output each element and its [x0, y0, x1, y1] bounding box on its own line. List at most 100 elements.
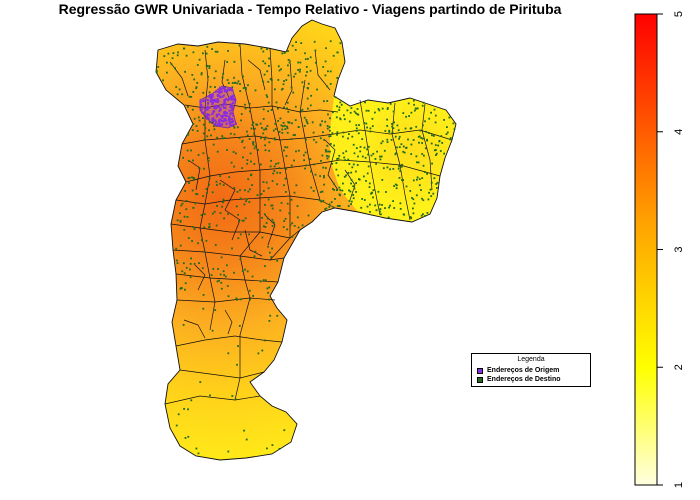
- destination-point: [416, 176, 419, 179]
- destination-point: [407, 138, 409, 141]
- destination-point: [266, 96, 269, 98]
- destination-point: [208, 91, 211, 94]
- destination-point: [391, 125, 393, 128]
- legend-item-origin: Endereços de Origem: [477, 367, 559, 374]
- destination-point: [215, 224, 218, 227]
- destination-point: [327, 155, 330, 158]
- destination-point: [327, 113, 329, 116]
- destination-point: [384, 130, 387, 132]
- destination-point: [412, 207, 414, 210]
- destination-point: [335, 168, 338, 171]
- destination-point: [278, 130, 281, 133]
- origin-point: [207, 102, 210, 105]
- destination-point: [205, 188, 208, 190]
- destination-point: [295, 41, 297, 43]
- destination-point: [261, 349, 264, 352]
- destination-point: [284, 124, 286, 127]
- destination-point: [241, 219, 244, 222]
- destination-point: [250, 174, 252, 177]
- destination-point: [294, 72, 297, 75]
- destination-point: [313, 163, 316, 166]
- destination-point: [266, 447, 268, 450]
- colorbar-gradient: [634, 13, 658, 486]
- destination-point: [204, 127, 207, 130]
- destination-point: [268, 286, 271, 289]
- destination-point: [176, 259, 178, 262]
- destination-point: [355, 124, 358, 127]
- destination-point: [428, 191, 430, 194]
- destination-point: [195, 447, 198, 450]
- destination-point: [264, 136, 267, 139]
- destination-point: [283, 52, 286, 54]
- origin-point: [224, 114, 227, 117]
- destination-point: [332, 188, 334, 190]
- colorbar-tick-label: 1: [673, 482, 685, 488]
- legend: Legenda Endereços de Origem Endereços de…: [471, 353, 591, 387]
- destination-point: [266, 70, 269, 73]
- destination-point: [410, 153, 413, 155]
- origin-point: [231, 95, 234, 98]
- destination-point: [286, 125, 288, 128]
- origin-point: [217, 119, 221, 122]
- destination-point: [180, 204, 183, 207]
- destination-point: [429, 188, 432, 191]
- destination-point: [371, 117, 374, 120]
- destination-point: [409, 190, 412, 192]
- destination-point: [339, 194, 341, 197]
- destination-point: [171, 57, 174, 60]
- destination-point: [405, 115, 407, 118]
- destination-point: [420, 137, 423, 139]
- destination-point: [338, 205, 341, 207]
- destination-point: [432, 135, 435, 137]
- destination-point: [231, 395, 234, 397]
- destination-point: [350, 182, 352, 185]
- destination-point: [355, 112, 357, 115]
- destination-point: [222, 72, 225, 75]
- destination-point: [205, 64, 208, 67]
- destination-point: [241, 167, 243, 169]
- district-boundary: [314, 49, 331, 91]
- destination-point: [309, 104, 312, 107]
- destination-point: [182, 262, 185, 265]
- destination-point: [365, 180, 367, 182]
- destination-point: [393, 121, 395, 124]
- destination-point: [283, 184, 285, 187]
- origin-point: [223, 100, 226, 103]
- district-boundary: [179, 369, 265, 379]
- destination-point: [421, 142, 423, 144]
- destination-point: [207, 75, 209, 78]
- destination-point: [294, 49, 297, 51]
- destination-point: [286, 131, 289, 134]
- destination-point: [353, 110, 356, 113]
- destination-point: [300, 42, 303, 44]
- destination-point: [249, 110, 251, 113]
- destination-point: [290, 86, 293, 89]
- destination-point: [297, 69, 299, 71]
- destination-point: [221, 76, 224, 79]
- destination-point: [238, 137, 241, 139]
- destination-point: [365, 122, 368, 125]
- destination-point: [254, 127, 256, 130]
- destination-point: [388, 206, 390, 209]
- destination-point: [303, 159, 305, 162]
- destination-point: [287, 74, 290, 77]
- destination-point: [176, 93, 179, 96]
- destination-point: [245, 88, 247, 91]
- destination-point: [364, 156, 367, 159]
- destination-point: [166, 71, 168, 74]
- destination-point: [278, 448, 281, 450]
- destination-point: [280, 202, 283, 204]
- destination-point: [182, 47, 185, 50]
- origin-point: [230, 112, 234, 115]
- destination-point: [223, 137, 226, 139]
- destination-point: [298, 70, 301, 73]
- destination-point: [235, 152, 237, 155]
- origin-point: [201, 106, 204, 109]
- destination-point: [196, 193, 199, 196]
- destination-point: [392, 200, 394, 202]
- destination-point: [355, 130, 358, 132]
- destination-point: [380, 155, 383, 158]
- origin-point: [211, 118, 214, 122]
- destination-point: [247, 84, 249, 87]
- destination-point: [434, 114, 437, 117]
